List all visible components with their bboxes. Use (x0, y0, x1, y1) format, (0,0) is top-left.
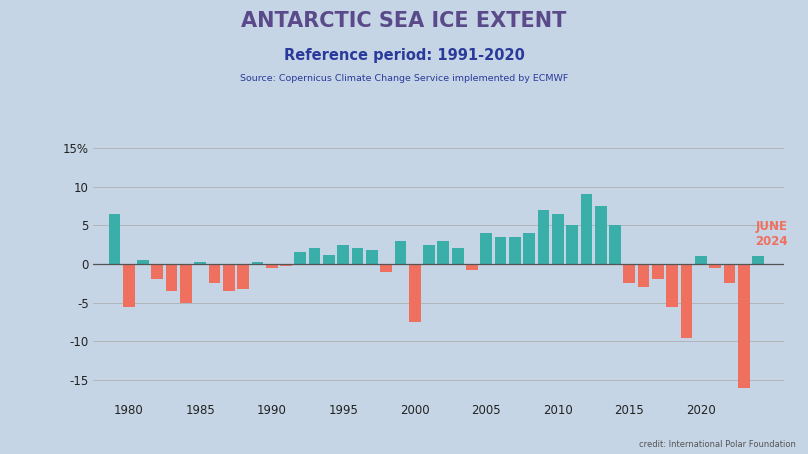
Bar (123, 264, 135, 306)
Bar (609, 225, 621, 264)
Bar (266, 264, 278, 268)
Bar (195, 262, 206, 264)
Text: JUNE
2024: JUNE 2024 (755, 221, 788, 248)
Bar (166, 264, 178, 291)
Bar (667, 264, 678, 306)
Bar (738, 264, 750, 388)
Bar (381, 264, 392, 272)
Bar (338, 245, 349, 264)
Bar (151, 264, 163, 280)
Bar (409, 264, 421, 322)
Bar (580, 194, 592, 264)
Bar (366, 250, 377, 264)
Bar (180, 264, 191, 303)
Bar (238, 264, 249, 289)
Bar (251, 262, 263, 264)
Bar (680, 264, 692, 338)
Text: Source: Copernicus Climate Change Service implemented by ECMWF: Source: Copernicus Climate Change Servic… (240, 74, 568, 83)
Bar (309, 248, 321, 264)
Bar (280, 264, 292, 266)
Bar (695, 256, 707, 264)
Bar (108, 214, 120, 264)
Bar (494, 237, 507, 264)
Bar (481, 233, 492, 264)
Bar (709, 264, 721, 268)
Bar (537, 210, 549, 264)
Text: credit: International Polar Foundation: credit: International Polar Foundation (639, 440, 796, 449)
Bar (723, 264, 735, 283)
Bar (752, 256, 764, 264)
Text: Reference period: 1991-2020: Reference period: 1991-2020 (284, 48, 524, 63)
Bar (524, 233, 535, 264)
Bar (351, 248, 364, 264)
Bar (452, 248, 464, 264)
Bar (552, 214, 564, 264)
Bar (394, 241, 406, 264)
Bar (638, 264, 650, 287)
Bar (652, 264, 663, 280)
Bar (294, 252, 306, 264)
Bar (137, 260, 149, 264)
Bar (208, 264, 221, 283)
Bar (566, 225, 578, 264)
Bar (466, 264, 478, 270)
Bar (323, 255, 335, 264)
Bar (437, 241, 449, 264)
Bar (624, 264, 635, 283)
Bar (595, 206, 607, 264)
Text: ANTARCTIC SEA ICE EXTENT: ANTARCTIC SEA ICE EXTENT (242, 11, 566, 31)
Bar (223, 264, 234, 291)
Bar (423, 245, 435, 264)
Bar (509, 237, 520, 264)
